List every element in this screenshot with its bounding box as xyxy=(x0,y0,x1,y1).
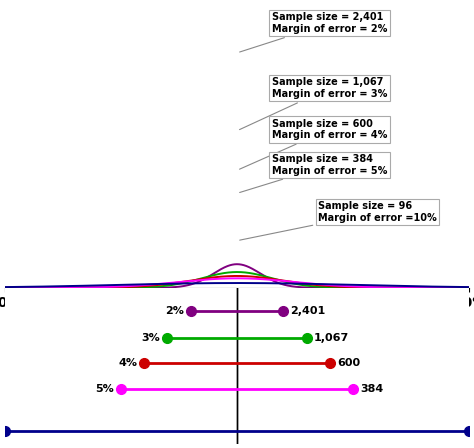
Text: 5%: 5% xyxy=(95,384,114,394)
Text: 4%: 4% xyxy=(118,358,137,367)
Text: 600: 600 xyxy=(337,358,360,367)
Text: Sample size = 384
Margin of error = 5%: Sample size = 384 Margin of error = 5% xyxy=(240,154,387,193)
Text: 2%: 2% xyxy=(164,306,183,316)
Text: 1,067: 1,067 xyxy=(314,332,349,343)
Text: Sample size = 600
Margin of error = 4%: Sample size = 600 Margin of error = 4% xyxy=(239,119,387,169)
Text: 384: 384 xyxy=(360,384,383,394)
Text: 3%: 3% xyxy=(142,332,160,343)
Text: Sample size = 2,401
Margin of error = 2%: Sample size = 2,401 Margin of error = 2% xyxy=(240,13,387,52)
Text: Sample size = 96
Margin of error =10%: Sample size = 96 Margin of error =10% xyxy=(240,201,437,240)
Text: 2,401: 2,401 xyxy=(291,306,326,316)
Text: Sample size = 1,067
Margin of error = 3%: Sample size = 1,067 Margin of error = 3% xyxy=(239,78,387,129)
